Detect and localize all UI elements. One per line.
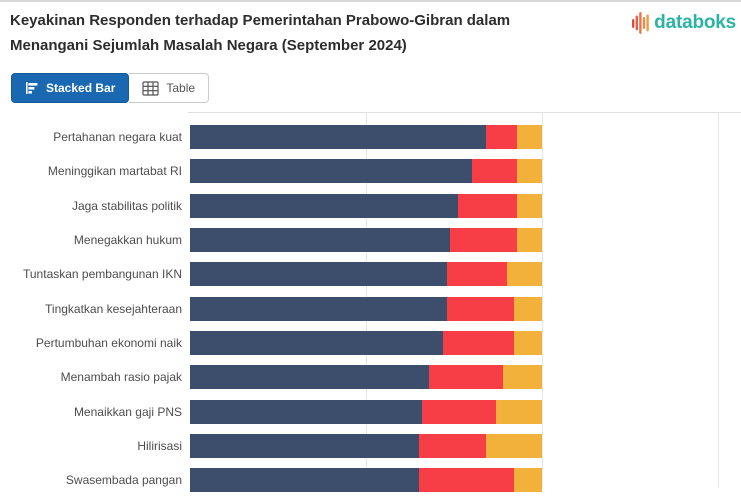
bar-track [190,296,542,321]
bar-segment-navy[interactable] [190,330,444,355]
chart-row: Jaga stabilitas politik [0,189,741,223]
category-label: Menegakkan hukum [73,233,182,248]
bar-segment-red[interactable] [446,296,514,321]
category-label: Tuntaskan pembangunan IKN [23,267,182,282]
bar-track [190,125,542,150]
bar-track [190,262,542,287]
bar-segment-amber[interactable] [517,228,542,253]
category-label: Menambah rasio pajak [60,370,182,385]
chart-row: Tuntaskan pembangunan IKN [0,257,741,291]
bar-segment-amber[interactable] [503,365,542,390]
bar-segment-red[interactable] [457,193,518,218]
bar-segment-amber[interactable] [496,399,542,424]
gridline [718,112,719,488]
bar-segment-amber[interactable] [485,433,542,458]
bar-segment-red[interactable] [422,399,497,424]
bar-segment-red[interactable] [446,262,507,287]
category-label: Pertumbuhan ekonomi naik [35,335,182,350]
bar-segment-navy[interactable] [190,125,486,150]
databoks-wordmark: databoks [654,12,736,33]
category-label: Swasembada pangan [65,473,182,488]
page-title-line1: Keyakinan Responden terhadap Pemerintaha… [10,12,511,29]
table-view-button[interactable]: Table [129,73,210,103]
bar-segment-navy[interactable] [190,296,447,321]
bar-segment-amber[interactable] [517,159,542,184]
bar-segment-red[interactable] [471,159,518,184]
bar-track [190,159,542,184]
databoks-logo[interactable]: databoks [632,11,736,35]
view-toggle-group: Stacked Bar Table [11,73,210,103]
bar-segment-navy[interactable] [190,262,447,287]
category-label: Menaikkan gaji PNS [73,404,182,419]
bar-segment-amber[interactable] [517,193,542,218]
bar-track [190,330,542,355]
bar-segment-red[interactable] [418,468,514,493]
stacked-bar-view-button[interactable]: Stacked Bar [11,73,130,103]
bar-segment-amber[interactable] [506,262,542,287]
chart-row: Swasembada pangan [0,463,741,497]
category-label: Hilirisasi [137,438,182,453]
category-label: Pertahanan negara kuat [53,130,182,145]
bar-segment-red[interactable] [443,330,514,355]
chart-row: Menaikkan gaji PNS [0,394,741,428]
chart-rows: Pertahanan negara kuat Meninggikan martab… [0,120,741,497]
databoks-logo-icon [632,11,651,35]
bar-segment-red[interactable] [418,433,486,458]
bar-segment-navy[interactable] [190,433,419,458]
chart-row: Pertumbuhan ekonomi naik [0,326,741,360]
bar-track [190,468,542,493]
bar-segment-navy[interactable] [190,399,423,424]
plot-top-border [188,112,741,113]
chart-row: Meninggikan martabat RI [0,154,741,188]
bar-track [190,433,542,458]
bar-track [190,399,542,424]
chart-row: Menambah rasio pajak [0,360,741,394]
bar-track [190,365,542,390]
bar-segment-red[interactable] [485,125,518,150]
bar-track [190,193,542,218]
page-title-line2: Menangani Sejumlah Masalah Negara (Septe… [10,37,407,54]
gridline [542,112,543,488]
chart-row: Hilirisasi [0,429,741,463]
bar-segment-navy[interactable] [190,159,472,184]
table-button-label: Table [166,81,196,95]
stacked-bar-button-label: Stacked Bar [46,81,116,95]
bar-segment-red[interactable] [450,228,518,253]
bar-segment-navy[interactable] [190,468,419,493]
bar-segment-navy[interactable] [190,228,451,253]
bar-segment-amber[interactable] [513,296,542,321]
bar-segment-navy[interactable] [190,193,458,218]
bar-segment-amber[interactable] [517,125,542,150]
chart-row: Pertahanan negara kuat [0,120,741,154]
table-icon [142,80,159,96]
bar-track [190,228,542,253]
bar-segment-red[interactable] [429,365,504,390]
bar-segment-amber[interactable] [513,330,542,355]
page-title: Keyakinan Responden terhadap Pemerintaha… [10,8,570,58]
category-label: Jaga stabilitas politik [71,198,182,213]
category-label: Meninggikan martabat RI [47,164,182,179]
bar-segment-navy[interactable] [190,365,430,390]
stacked-bar-icon [25,81,39,95]
category-label: Tingkatkan kesejahteraan [45,301,182,316]
chart-row: Tingkatkan kesejahteraan [0,291,741,325]
chart-row: Menegakkan hukum [0,223,741,257]
bar-segment-amber[interactable] [513,468,542,493]
stacked-bar-chart: Pertahanan negara kuat Meninggikan martab… [0,112,741,493]
